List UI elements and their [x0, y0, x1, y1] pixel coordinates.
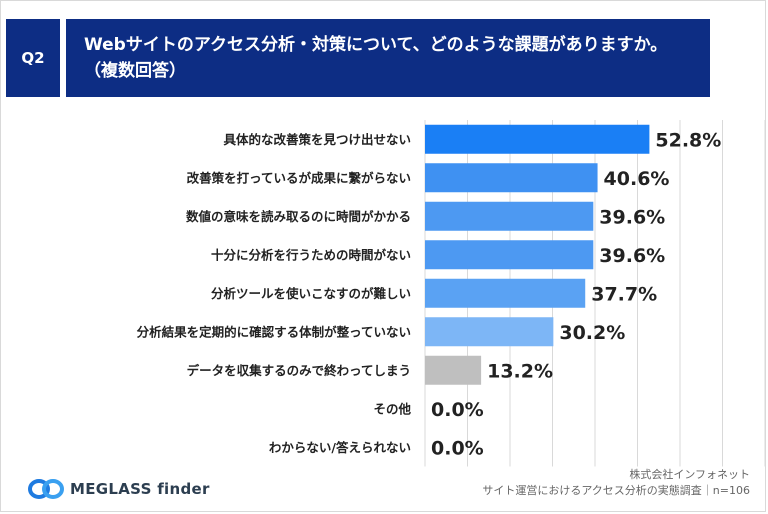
question-badge: Q2	[6, 19, 60, 97]
value-label: 0.0%	[431, 399, 484, 421]
category-label: 具体的な改善策を見つけ出せない	[222, 132, 411, 147]
value-label: 30.2%	[559, 322, 625, 344]
value-label: 37.7%	[591, 283, 657, 305]
category-label: 改善策を打っているが成果に繋がらない	[187, 170, 411, 185]
meglass-logo-icon	[28, 479, 64, 499]
logo-text: MEGLASS finder	[70, 480, 210, 498]
bar	[425, 317, 554, 347]
footer-company: 株式会社インフォネット	[629, 468, 750, 481]
category-label: わからない/答えられない	[269, 440, 411, 455]
bar	[425, 163, 598, 193]
bar	[425, 355, 482, 385]
value-label: 39.6%	[599, 206, 665, 228]
question-title: Webサイトのアクセス分析・対策について、どのような課題がありますか。（複数回答…	[66, 19, 710, 97]
logo: MEGLASS finder	[28, 478, 210, 500]
value-label: 0.0%	[431, 437, 484, 459]
category-label: 分析ツールを使いこなすのが難しい	[211, 286, 411, 301]
bar	[425, 201, 594, 231]
value-label: 39.6%	[599, 245, 665, 267]
bar	[425, 240, 594, 270]
category-label: 分析結果を定期的に確認する体制が整っていない	[137, 324, 411, 339]
question-title-text: Webサイトのアクセス分析・対策について、どのような課題がありますか。（複数回答…	[84, 35, 668, 81]
category-label: データを収集するのみで終わってしまう	[187, 363, 411, 378]
footer: 株式会社インフォネット サイト運営におけるアクセス分析の実態調査｜n=106	[482, 467, 750, 499]
value-label: 13.2%	[487, 360, 553, 382]
category-label: 数値の意味を読み取るのに時間がかかる	[185, 209, 411, 224]
value-label: 40.6%	[604, 168, 670, 190]
bar	[425, 124, 650, 154]
bar	[425, 278, 586, 308]
category-label: その他	[373, 401, 411, 416]
footer-survey: サイト運営におけるアクセス分析の実態調査｜n=106	[482, 484, 750, 497]
category-label: 十分に分析を行うための時間がない	[211, 247, 411, 262]
value-label: 52.8%	[655, 129, 721, 151]
